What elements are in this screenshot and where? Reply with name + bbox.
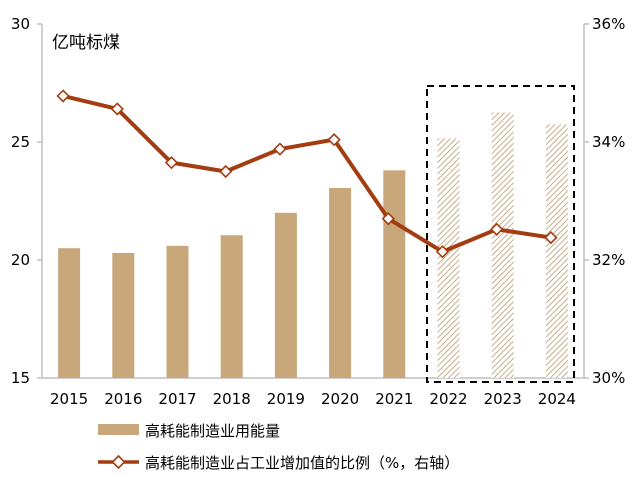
left-tick-label: 30 (11, 15, 30, 33)
right-axis-ticks: 30% 32% 34% 36% (584, 15, 625, 387)
bar-2023 (491, 112, 514, 378)
x-tick-label: 2024 (538, 390, 576, 408)
bar-2017 (166, 245, 189, 378)
bar-2016 (112, 252, 135, 378)
ratio-line (62, 94, 552, 254)
legend-label-line: 高耗能制造业占工业增加值的比例（%，右轴） (145, 454, 459, 472)
x-tick-label: 2023 (484, 390, 522, 408)
x-tick-label: 2022 (429, 390, 467, 408)
left-tick-label: 15 (11, 369, 30, 387)
ratio-marker-2018 (219, 164, 233, 179)
ratio-marker-2016 (110, 102, 124, 116)
bar-2022 (437, 138, 460, 378)
bar-2024 (545, 124, 568, 378)
legend-label-bar: 高耗能制造业用能量 (145, 422, 280, 440)
legend-swatch-marker (111, 454, 126, 470)
ratio-marker-2015 (56, 89, 70, 103)
forecast-highlight-box (426, 85, 575, 383)
x-axis-ticks: 2015 2016 2017 2018 2019 2020 2021 2022 2023 2024 (50, 390, 576, 408)
right-tick-label: 30% (592, 369, 625, 387)
x-tick-label: 2016 (104, 390, 142, 408)
bar-2018 (220, 235, 243, 378)
x-tick-label: 2017 (158, 390, 196, 408)
right-tick-label: 36% (592, 15, 625, 33)
left-tick-label: 25 (11, 133, 30, 151)
left-tick-label: 20 (11, 251, 30, 269)
left-axis-ticks: 15 20 25 30 (11, 15, 42, 387)
line-series (56, 89, 558, 259)
x-tick-label: 2015 (50, 390, 88, 408)
legend: 高耗能制造业用能量 高耗能制造业占工业增加值的比例（%，右轴） (98, 422, 459, 472)
x-tick-label: 2018 (213, 390, 251, 408)
bar-2015 (58, 248, 81, 378)
ratio-marker-2024 (544, 230, 558, 245)
legend-swatch-bar (98, 424, 139, 435)
ratio-marker-2023 (490, 222, 504, 236)
ratio-marker-2020 (327, 133, 341, 147)
bar-2019 (274, 212, 297, 378)
right-tick-label: 32% (592, 251, 625, 269)
ratio-marker-2019 (273, 142, 287, 156)
ratio-marker-2022 (435, 245, 450, 259)
ratio-marker-2017 (164, 156, 179, 170)
bar-2020 (329, 188, 352, 378)
right-tick-label: 34% (592, 133, 625, 151)
bar-2021 (383, 170, 406, 378)
left-axis-unit: 亿吨标煤 (52, 33, 120, 53)
x-tick-label: 2019 (267, 390, 305, 408)
bars (58, 112, 568, 378)
x-tick-label: 2021 (375, 390, 413, 408)
ratio-marker-2021 (381, 212, 395, 226)
x-tick-label: 2020 (321, 390, 359, 408)
